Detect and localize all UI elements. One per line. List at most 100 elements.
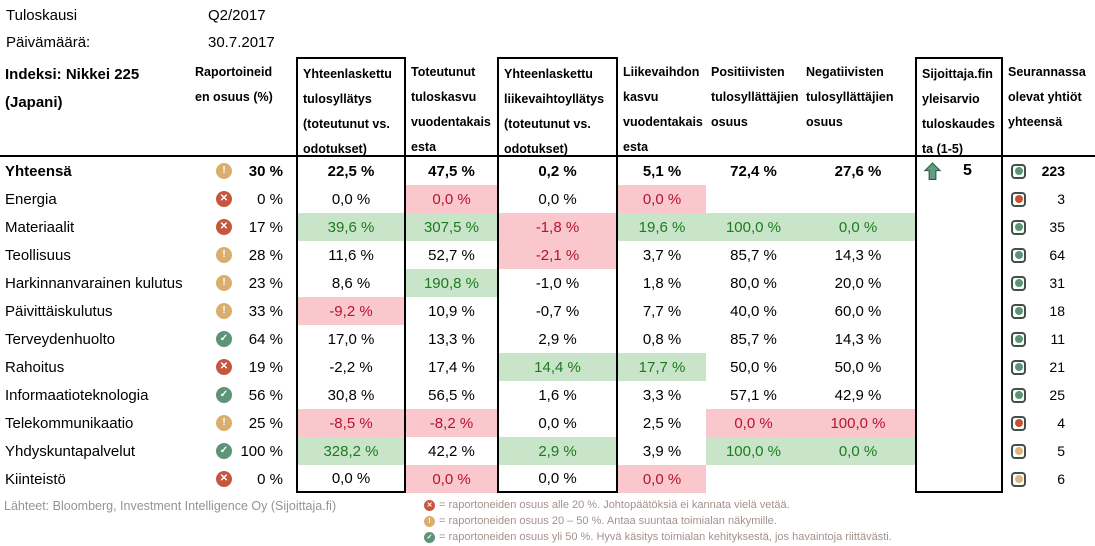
earnings-surprise-cell: 22,5 % [296,157,406,185]
table-body: Yhteensä ! 30 % 22,5 % 47,5 % 0,2 % 5,1 … [0,157,1095,493]
earnings-surprise-cell: 328,2 % [296,437,406,465]
revenue-growth-cell: 7,7 % [642,302,682,320]
reported-share-cell: ✕ 0 % [190,465,296,493]
reported-share-cell: ✕ 19 % [190,353,296,381]
company-count-value: 3 [1057,191,1065,207]
table-row: Yhteensä ! 30 % 22,5 % 47,5 % 0,2 % 5,1 … [0,157,1095,185]
revenue-surprise-cell: -0,7 % [497,297,618,325]
warning-icon: ! [424,515,435,527]
legend-above-50-text: = raportoneiden osuus yli 50 %. Hyvä käs… [439,531,892,543]
report-period-line: Tuloskausi Q2/2017 [6,7,266,27]
negative-surprisers-cell: 100,0 % [801,409,915,437]
reported-status-icon: ✕ [216,219,232,235]
revenue-growth-cell: 3,7 % [642,246,682,264]
overall-rating-cell [915,185,1003,213]
report-date-line: Päivämäärä: 30.7.2017 [6,34,275,54]
date-value: 30.7.2017 [208,34,275,51]
revenue-surprise-cell: -1,8 % [497,213,618,241]
revenue-growth-cell: 3,9 % [642,442,682,460]
reported-status-icon: ✓ [216,387,232,403]
reported-status-icon: ! [216,415,232,431]
revenue-surprise-cell: 2,9 % [497,325,618,353]
table-row: Päivittäiskulutus ! 33 % -9,2 % 10,9 % -… [0,297,1095,325]
negative-surprisers-cell: 60,0 % [834,302,882,320]
col-header-earnings-surprise: Yhteenlaskettu tulosyllätys (toteutunut … [296,57,406,155]
negative-surprisers-cell: 0,0 % [801,213,915,241]
sector-status-icon [1011,331,1026,347]
reported-share-cell: ! 28 % [190,241,296,269]
revenue-growth-cell: 0,0 % [618,465,706,493]
overall-rating-cell [915,213,1003,241]
revenue-surprise-cell: -2,1 % [497,241,618,269]
overall-rating-cell [915,409,1003,437]
revenue-growth-cell: 1,8 % [642,274,682,292]
row-label: Yhdyskuntapalvelut [5,442,136,460]
earnings-surprise-cell: -8,5 % [296,409,406,437]
period-label: Tuloskausi [6,7,78,24]
company-count-cell: 223 [1003,157,1095,185]
index-title: Indeksi: Nikkei 225 (Japani) [5,66,140,111]
legend-below-20-text: = raportoneiden osuus alle 20 %. Johtopä… [439,499,790,511]
earnings-surprise-cell: 0,0 % [296,465,406,493]
row-label: Energia [5,190,57,208]
legend-20-50-text: = raportoneiden osuus 20 – 50 %. Antaa s… [439,515,777,527]
sector-status-icon [1011,191,1026,207]
fail-icon: ✕ [424,499,435,511]
reported-share-cell: ✕ 0 % [190,185,296,213]
negative-surprisers-cell: 20,0 % [834,274,882,292]
sector-status-icon [1011,415,1026,431]
table-row: Teollisuus ! 28 % 11,6 % 52,7 % -2,1 % 3… [0,241,1095,269]
company-count-value: 25 [1049,387,1065,403]
earnings-surprise-cell: 30,8 % [296,381,406,409]
row-label: Rahoitus [5,358,65,376]
positive-surprisers-cell [706,185,801,213]
earnings-growth-cell: 17,4 % [428,358,475,376]
positive-surprisers-cell: 85,7 % [730,246,777,264]
table-row: Telekommunikaatio ! 25 % -8,5 % -8,2 % 0… [0,409,1095,437]
company-count-value: 31 [1049,275,1065,291]
reported-share-value: 33 % [248,302,283,320]
reported-share-value: 25 % [248,414,283,432]
negative-surprisers-cell: 27,6 % [834,162,882,180]
negative-surprisers-cell [801,185,915,213]
company-count-cell: 3 [1003,185,1095,213]
positive-surprisers-cell: 57,1 % [730,386,777,404]
positive-surprisers-cell: 80,0 % [730,274,777,292]
positive-surprisers-cell: 50,0 % [730,358,777,376]
company-count-cell: 21 [1003,353,1095,381]
row-label: Telekommunikaatio [5,414,134,432]
reported-share-value: 17 % [248,218,283,236]
company-count-value: 21 [1049,359,1065,375]
company-count-value: 18 [1049,303,1065,319]
revenue-surprise-cell: 14,4 % [497,353,618,381]
earnings-growth-cell: 56,5 % [428,386,475,404]
earnings-growth-cell: 42,2 % [428,442,475,460]
col-header-overall-rating: Sijoittaja.fin yleisarvio tuloskaudes ta… [915,57,1003,155]
company-count-cell: 35 [1003,213,1095,241]
reported-share-cell: ✓ 64 % [190,325,296,353]
company-count-cell: 18 [1003,297,1095,325]
row-label: Informaatioteknologia [5,386,149,404]
sector-status-icon [1011,471,1026,487]
row-label: Yhteensä [5,162,72,180]
reported-share-cell: ! 23 % [190,269,296,297]
company-count-cell: 11 [1003,325,1095,353]
earnings-growth-cell: 13,3 % [428,330,475,348]
col-header-revenue-surprise: Yhteenlaskettu liikevaihtoyllätys (toteu… [497,57,618,155]
reported-status-icon: ✕ [216,359,232,375]
reported-status-icon: ✓ [216,443,232,459]
sector-status-icon [1011,163,1026,179]
company-count-value: 35 [1049,219,1065,235]
revenue-surprise-cell: 1,6 % [497,381,618,409]
earnings-surprise-cell: 8,6 % [296,269,406,297]
reported-share-value: 23 % [248,274,283,292]
period-value: Q2/2017 [208,7,266,24]
ok-icon: ✓ [424,531,435,543]
reported-share-cell: ! 33 % [190,297,296,325]
row-label: Materiaalit [5,218,75,236]
revenue-growth-cell: 2,5 % [642,414,682,432]
table-row: Materiaalit ✕ 17 % 39,6 % 307,5 % -1,8 %… [0,213,1095,241]
row-label: Kiinteistö [5,470,66,488]
positive-surprisers-cell: 100,0 % [706,213,801,241]
revenue-growth-cell: 3,3 % [642,386,682,404]
